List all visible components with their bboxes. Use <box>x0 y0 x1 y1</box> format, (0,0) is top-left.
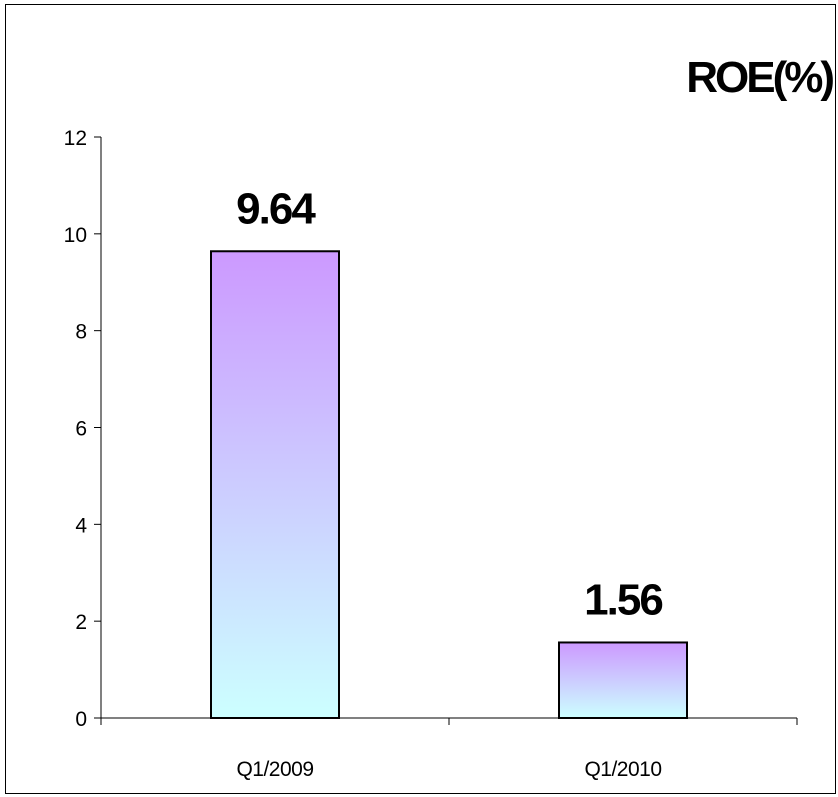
chart-frame <box>5 4 836 794</box>
y-tick-label: 6 <box>75 418 87 441</box>
y-tick-label: 2 <box>75 611 87 634</box>
y-tick-label: 12 <box>64 127 87 150</box>
data-label: 1.56 <box>584 575 662 624</box>
labels: Q1/2009 9.64 Q1/2010 1.56 <box>236 184 664 781</box>
data-label: 9.64 <box>236 184 316 233</box>
y-tick-label: 4 <box>75 514 87 537</box>
chart-title: ROE(%) <box>686 53 833 102</box>
category-label: Q1/2010 <box>584 758 661 781</box>
axes: 0 2 4 6 8 10 12 <box>64 127 798 731</box>
bar <box>558 641 688 719</box>
y-tick-label: 10 <box>64 224 87 247</box>
bars <box>210 250 688 719</box>
bar <box>210 250 340 719</box>
category-label: Q1/2009 <box>236 758 313 781</box>
y-tick-label: 8 <box>75 321 87 344</box>
y-tick-label: 0 <box>75 708 87 731</box>
